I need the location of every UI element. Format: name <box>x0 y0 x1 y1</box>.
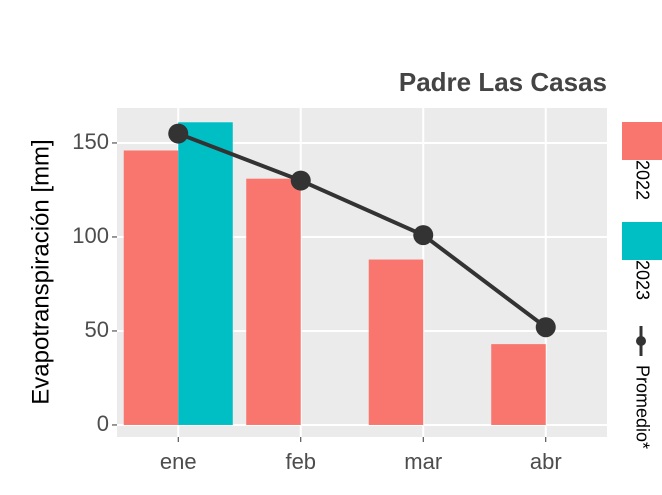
point <box>290 170 311 191</box>
y-tick-label: 50 <box>85 317 109 342</box>
legend-label: 2022 <box>632 160 652 200</box>
bar <box>246 178 301 425</box>
y-tick-label: 0 <box>97 411 109 436</box>
bar <box>491 344 546 425</box>
point <box>413 225 434 246</box>
bar <box>178 122 233 425</box>
x-tick-label: abr <box>530 449 562 474</box>
legend-key <box>622 222 662 260</box>
legend-label: 2023 <box>632 260 652 300</box>
point <box>535 317 556 338</box>
point <box>168 123 189 144</box>
legend-key <box>622 122 662 160</box>
legend-key-point <box>636 336 646 346</box>
line <box>177 131 547 329</box>
y-tick-label: 100 <box>72 223 109 248</box>
chart-title: Padre Las Casas <box>399 67 607 97</box>
x-tick-label: feb <box>285 449 316 474</box>
y-tick-label: 150 <box>72 129 109 154</box>
x-tick-label: ene <box>160 449 197 474</box>
y-axis-label: Evapotranspiración [mm] <box>27 139 54 404</box>
bar <box>368 259 424 425</box>
legend-label: Promedio* <box>632 365 652 449</box>
bar <box>123 150 179 425</box>
x-tick-label: mar <box>404 449 442 474</box>
